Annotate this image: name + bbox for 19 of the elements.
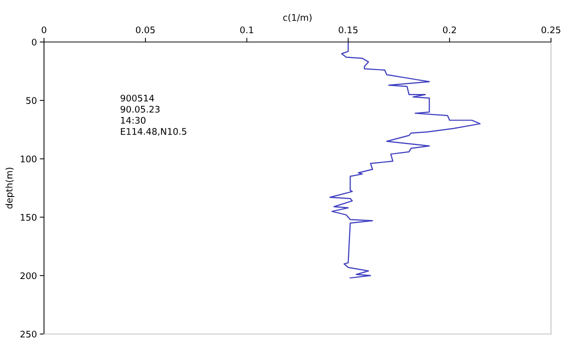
y-tick-label: 250 (20, 330, 36, 338)
x-tick-label: 0.05 (136, 26, 155, 34)
y-tick-label: 50 (26, 97, 36, 104)
y-tick-label: 100 (20, 156, 36, 162)
y-tick-label: 0 (32, 38, 36, 46)
line-series (329, 42, 481, 278)
annotation: 90.05.23 (120, 106, 160, 113)
y-tick-label: 150 (20, 214, 36, 221)
x-tick-label: 0.2 (443, 26, 456, 34)
x-tick-label: 0.15 (338, 26, 358, 34)
annotation: 900514 (120, 94, 154, 102)
x-axis-title: c(1/m) (283, 14, 312, 22)
x-tick-label: 0.1 (240, 26, 254, 34)
y-tick-label: 200 (20, 272, 36, 280)
annotation: E114.48,N10.5 (120, 128, 186, 136)
annotation: 14:30 (121, 116, 146, 124)
y-axis-title: depth(m) (6, 168, 14, 209)
x-tick-label: 0.25 (542, 26, 560, 34)
x-tick-label: 0 (42, 26, 46, 34)
